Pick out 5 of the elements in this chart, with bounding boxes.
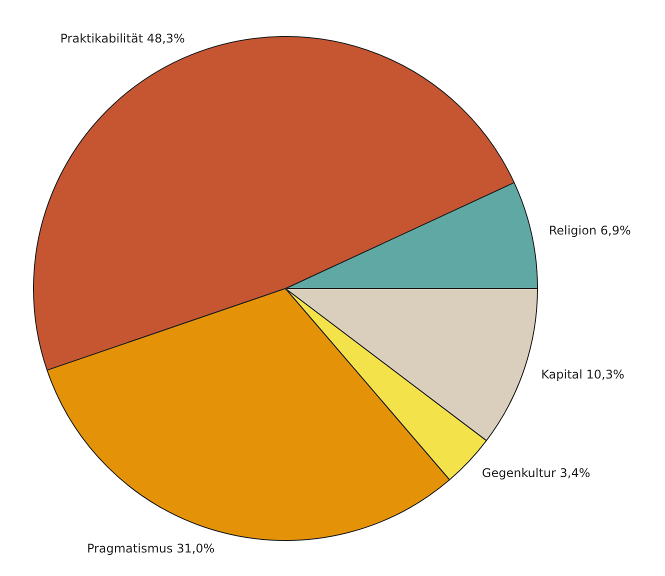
slice-label: Praktikabilität 48,3% bbox=[60, 31, 185, 46]
slice-label: Gegenkultur 3,4% bbox=[482, 466, 590, 480]
slice-label: Pragmatismus 31,0% bbox=[86, 542, 215, 556]
slice-label: Religion 6,9% bbox=[548, 223, 631, 238]
slice-label: Kapital 10,3% bbox=[541, 367, 624, 382]
